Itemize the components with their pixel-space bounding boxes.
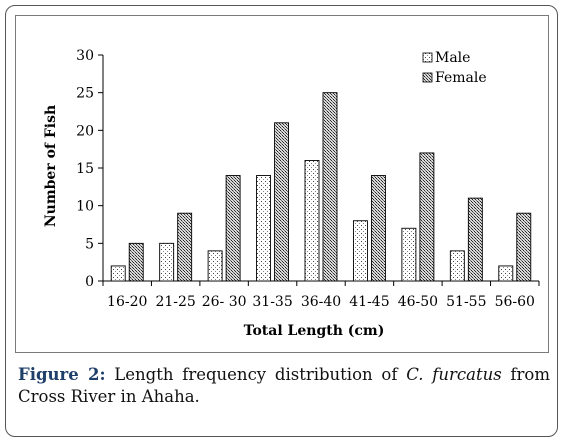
- bar-female: [467, 197, 483, 282]
- caption-text-before: Length frequency distribution of: [105, 365, 407, 384]
- x-category-label: 56-60: [495, 294, 535, 310]
- bar-female: [225, 175, 241, 282]
- bar-female: [516, 212, 532, 282]
- bar-male: [304, 160, 320, 282]
- bar-female: [370, 175, 386, 282]
- legend-female-label: Female: [435, 70, 487, 86]
- caption-species: C. furcatus: [406, 365, 502, 384]
- bar-male: [401, 227, 417, 282]
- bar-chart: 0 5 10 15 20 25 30 16-20 21-25 26- 30 31-35 36-40 41…: [43, 48, 540, 339]
- bar-female: [128, 242, 144, 282]
- bar-male: [207, 250, 223, 282]
- y-tick-label: 30: [76, 48, 94, 64]
- bar-female: [177, 212, 193, 282]
- y-tick-label: 25: [76, 86, 94, 102]
- y-tick-label: 0: [85, 274, 94, 290]
- bar-female: [322, 92, 338, 282]
- legend-female-swatch: [422, 72, 433, 83]
- caption-label: Figure 2:: [18, 365, 106, 384]
- bar-male: [256, 175, 272, 282]
- x-category-label: 26- 30: [202, 294, 247, 310]
- x-category-label: 46-50: [398, 294, 438, 310]
- y-tick-label: 5: [85, 236, 94, 252]
- bar-male: [498, 265, 514, 282]
- legend-male-swatch: [422, 52, 433, 63]
- x-category-label: 51-55: [446, 294, 486, 310]
- plot-area: 0 5 10 15 20 25 30 16-20 21-25 26- 30 31-35 36-40 41…: [76, 48, 540, 310]
- chart-container: 0 5 10 15 20 25 30 16-20 21-25 26- 30 31-35 36-40 41…: [15, 15, 549, 353]
- legend-male-label: Male: [435, 50, 470, 66]
- x-category-label: 16-20: [107, 294, 147, 310]
- bar-female: [274, 122, 290, 282]
- figure-frame: 0 5 10 15 20 25 30 16-20 21-25 26- 30 31-35 36-40 41…: [5, 5, 558, 437]
- bar-male: [449, 250, 465, 282]
- x-category-label: 36-40: [301, 294, 341, 310]
- x-axis-title: Total Length (cm): [244, 323, 385, 339]
- x-category-label: 41-45: [349, 294, 389, 310]
- figure-caption: Figure 2: Length frequency distribution …: [18, 364, 550, 408]
- y-axis-title: Number of Fish: [43, 105, 59, 227]
- caption-text-after: from Cross River in Ahaha.: [18, 365, 551, 406]
- bar-male: [110, 265, 126, 282]
- y-tick-label: 20: [76, 123, 94, 139]
- y-tick-label: 10: [76, 199, 94, 215]
- y-tick-label: 15: [76, 161, 94, 177]
- legend: Male Female: [422, 50, 487, 86]
- bar-male: [159, 242, 175, 282]
- x-category-label: 31-35: [252, 294, 292, 310]
- bar-male: [352, 220, 368, 282]
- x-category-label: 21-25: [155, 294, 195, 310]
- bar-female: [419, 152, 435, 282]
